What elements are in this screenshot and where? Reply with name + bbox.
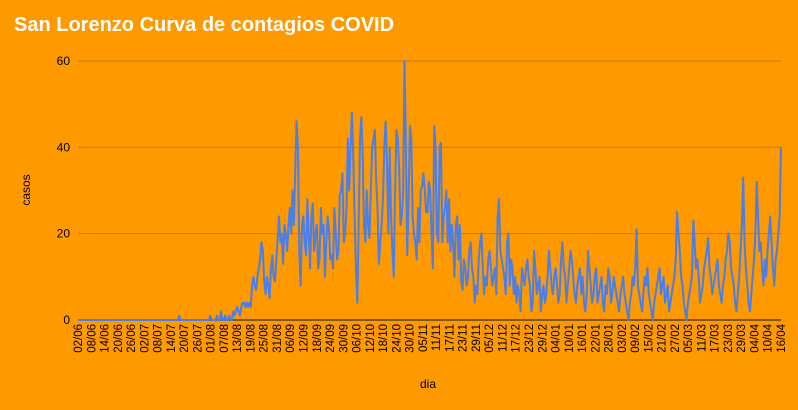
x-axis-ticks: 02/06 08/06 14/06 20/06 26/06 02/07 08/07 14/07… bbox=[73, 323, 788, 352]
x-tick-label: 17/03 bbox=[710, 324, 722, 353]
x-tick-label: 29/11 bbox=[471, 324, 483, 352]
x-tick-label: 29/12 bbox=[537, 324, 549, 353]
x-tick-label: 11/12 bbox=[497, 324, 509, 352]
x-axis-label: dia bbox=[420, 377, 436, 391]
y-tick-label: 60 bbox=[57, 54, 71, 68]
x-tick-label: 06/10 bbox=[352, 324, 364, 353]
x-tick-label: 20/06 bbox=[113, 324, 125, 353]
x-tick-label: 08/07 bbox=[153, 324, 165, 353]
x-tick-label: 29/03 bbox=[736, 324, 748, 353]
x-tick-label: 30/09 bbox=[338, 324, 350, 353]
x-tick-label: 13/08 bbox=[232, 324, 244, 353]
x-tick-label: 19/08 bbox=[245, 324, 257, 353]
x-tick-label: 14/06 bbox=[100, 324, 112, 353]
x-tick-label: 26/06 bbox=[126, 324, 138, 353]
x-tick-label: 18/10 bbox=[378, 324, 390, 353]
x-tick-label: 10/04 bbox=[763, 323, 775, 352]
x-tick-label: 18/09 bbox=[312, 324, 324, 353]
x-tick-label: 16/01 bbox=[577, 324, 589, 353]
x-tick-label: 23/12 bbox=[524, 324, 536, 353]
x-tick-label: 23/11 bbox=[458, 324, 470, 352]
x-tick-label: 11/03 bbox=[696, 324, 708, 352]
x-tick-label: 12/10 bbox=[365, 324, 377, 353]
x-tick-label: 14/07 bbox=[166, 324, 178, 353]
x-tick-label: 01/08 bbox=[206, 324, 218, 353]
x-tick-label: 28/01 bbox=[604, 324, 616, 353]
x-tick-label: 08/06 bbox=[86, 324, 98, 353]
series-layer bbox=[78, 60, 782, 321]
y-axis-label: casos bbox=[19, 174, 33, 205]
x-tick-label: 25/08 bbox=[259, 324, 271, 353]
x-tick-label: 20/07 bbox=[179, 324, 191, 353]
series-line-0 bbox=[78, 60, 782, 321]
x-tick-label: 07/08 bbox=[219, 324, 231, 353]
x-tick-label: 09/02 bbox=[630, 324, 642, 353]
x-tick-label: 22/01 bbox=[590, 324, 602, 353]
y-axis-ticks: 0 20 40 60 bbox=[57, 54, 71, 327]
chart-title: San Lorenzo Curva de contagios COVID bbox=[14, 14, 395, 36]
y-tick-label: 20 bbox=[57, 227, 71, 241]
x-tick-label: 26/07 bbox=[192, 324, 204, 353]
x-tick-label: 21/02 bbox=[657, 324, 669, 353]
x-tick-label: 23/03 bbox=[723, 324, 735, 353]
x-tick-label: 06/09 bbox=[285, 324, 297, 353]
x-tick-label: 30/10 bbox=[405, 324, 417, 353]
x-tick-label: 10/01 bbox=[564, 324, 576, 353]
x-tick-label: 05/11 bbox=[418, 324, 430, 352]
x-tick-label: 03/02 bbox=[617, 324, 629, 353]
x-tick-label: 04/01 bbox=[551, 324, 563, 353]
x-tick-label: 02/06 bbox=[73, 324, 85, 353]
x-tick-label: 24/09 bbox=[325, 324, 337, 353]
x-tick-label: 27/02 bbox=[670, 324, 682, 353]
x-tick-label: 11/11 bbox=[431, 324, 443, 351]
x-tick-label: 05/12 bbox=[484, 324, 496, 353]
x-tick-label: 05/03 bbox=[683, 324, 695, 353]
x-tick-label: 12/09 bbox=[298, 324, 310, 353]
x-tick-label: 31/08 bbox=[272, 324, 284, 353]
y-tick-label: 0 bbox=[63, 313, 70, 327]
x-tick-label: 17/12 bbox=[511, 324, 523, 353]
y-tick-label: 40 bbox=[57, 140, 71, 154]
x-tick-label: 24/10 bbox=[391, 324, 403, 353]
x-tick-label: 17/11 bbox=[444, 324, 456, 352]
x-tick-label: 02/07 bbox=[139, 324, 151, 353]
x-tick-label: 15/02 bbox=[643, 324, 655, 353]
x-tick-label: 16/04 bbox=[776, 323, 788, 352]
x-tick-label: 04/04 bbox=[749, 323, 761, 352]
